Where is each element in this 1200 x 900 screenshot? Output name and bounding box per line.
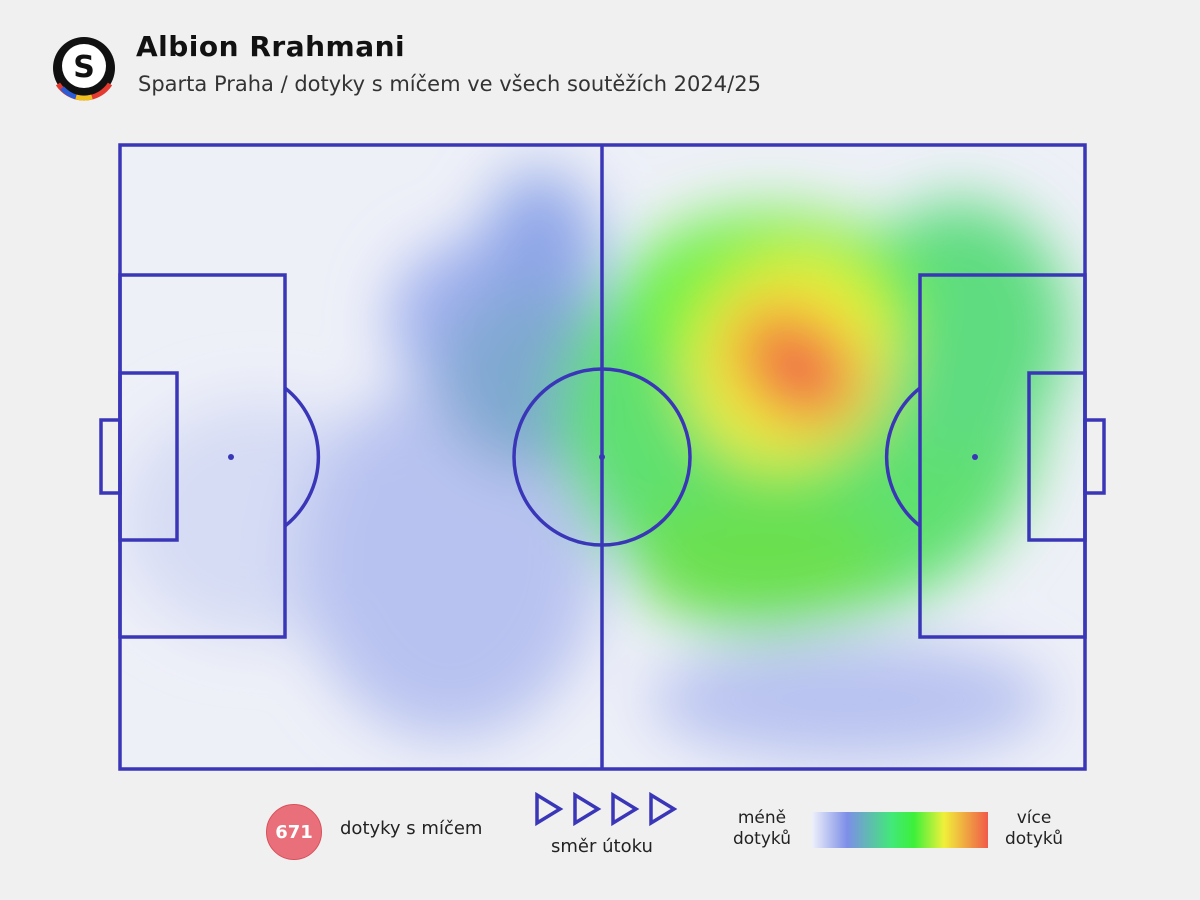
logo-letter: S (73, 50, 95, 85)
touch-count: 671 (266, 804, 322, 860)
subtitle: Sparta Praha / dotyky s míčem ve všech s… (138, 72, 761, 96)
heatmap (120, 170, 1070, 760)
direction-label: směr útoku (551, 836, 653, 857)
legend-less: méně dotyků (732, 808, 791, 849)
legend-more: více dotyků (1004, 808, 1063, 849)
touch-label: dotyky s míčem (340, 818, 483, 839)
club-logo: S (53, 37, 115, 101)
color-scale (812, 812, 988, 848)
title: Albion Rrahmani (136, 30, 406, 63)
pitch-lines (99, 143, 1106, 771)
direction-arrows (535, 791, 678, 827)
